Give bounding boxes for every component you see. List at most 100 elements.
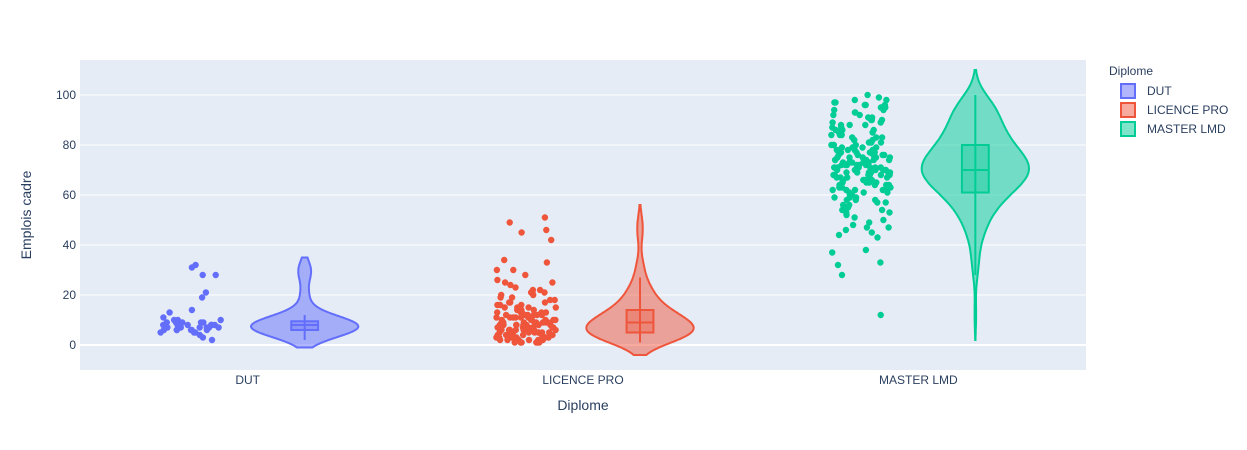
data-point[interactable]	[886, 209, 893, 216]
data-point[interactable]	[838, 271, 846, 279]
data-point[interactable]	[511, 339, 518, 346]
data-point[interactable]	[497, 294, 504, 301]
data-point[interactable]	[551, 296, 558, 304]
data-point[interactable]	[494, 276, 501, 284]
data-point[interactable]	[860, 189, 867, 196]
data-point[interactable]	[830, 141, 837, 149]
data-point[interactable]	[552, 326, 559, 334]
data-point[interactable]	[838, 144, 846, 151]
data-point[interactable]	[871, 181, 879, 189]
data-point[interactable]	[851, 96, 858, 104]
data-point[interactable]	[887, 184, 894, 191]
data-point[interactable]	[179, 319, 186, 326]
data-point[interactable]	[878, 206, 886, 214]
data-point[interactable]	[518, 229, 525, 236]
data-point[interactable]	[494, 309, 501, 316]
data-point[interactable]	[160, 314, 167, 321]
data-point[interactable]	[197, 319, 205, 326]
data-point[interactable]	[880, 106, 887, 114]
data-point[interactable]	[507, 281, 514, 289]
data-point[interactable]	[533, 339, 540, 346]
data-point[interactable]	[836, 131, 844, 139]
data-point[interactable]	[166, 309, 173, 316]
data-point[interactable]	[869, 129, 876, 136]
data-point[interactable]	[493, 314, 500, 321]
data-point[interactable]	[548, 236, 555, 244]
legend[interactable]: Diplome DUT LICENCE PRO MASTER LMD	[1109, 64, 1228, 137]
data-point[interactable]	[510, 266, 517, 274]
data-point[interactable]	[868, 229, 875, 236]
data-point[interactable]	[552, 304, 559, 311]
data-point[interactable]	[881, 151, 888, 159]
data-point[interactable]	[202, 289, 210, 296]
data-point[interactable]	[506, 299, 513, 306]
data-point[interactable]	[856, 111, 863, 119]
data-point[interactable]	[829, 119, 836, 126]
data-point[interactable]	[545, 334, 552, 341]
data-point[interactable]	[865, 179, 872, 186]
data-point[interactable]	[831, 106, 838, 114]
data-point[interactable]	[198, 294, 206, 301]
data-point[interactable]	[843, 196, 850, 204]
data-point[interactable]	[833, 174, 840, 181]
data-point[interactable]	[543, 259, 551, 266]
data-point[interactable]	[188, 306, 196, 314]
data-point[interactable]	[530, 291, 537, 299]
data-point[interactable]	[883, 96, 890, 104]
data-point[interactable]	[849, 221, 857, 229]
data-point[interactable]	[885, 156, 893, 164]
data-point[interactable]	[852, 196, 859, 204]
data-point[interactable]	[866, 219, 873, 226]
data-point[interactable]	[846, 154, 853, 161]
data-point[interactable]	[842, 226, 850, 234]
data-point[interactable]	[525, 336, 533, 344]
data-point[interactable]	[830, 111, 837, 119]
data-point[interactable]	[525, 304, 532, 311]
data-point[interactable]	[846, 121, 853, 129]
data-point[interactable]	[549, 279, 556, 286]
data-point[interactable]	[157, 329, 164, 336]
data-point[interactable]	[877, 171, 885, 179]
data-point[interactable]	[517, 339, 524, 346]
data-point[interactable]	[525, 329, 532, 336]
data-point[interactable]	[535, 321, 542, 329]
data-point[interactable]	[851, 136, 858, 144]
data-point[interactable]	[496, 336, 504, 344]
data-point[interactable]	[196, 324, 203, 331]
data-point[interactable]	[833, 166, 841, 174]
data-point[interactable]	[504, 336, 511, 344]
data-point[interactable]	[875, 94, 883, 101]
data-point[interactable]	[868, 139, 875, 146]
legend-items[interactable]: DUT LICENCE PRO MASTER LMD	[1120, 83, 1228, 137]
data-point[interactable]	[188, 264, 196, 271]
data-point[interactable]	[512, 284, 519, 291]
data-point[interactable]	[508, 294, 516, 301]
data-point[interactable]	[870, 156, 877, 164]
data-point[interactable]	[862, 246, 870, 254]
data-point[interactable]	[878, 134, 886, 141]
data-point[interactable]	[510, 314, 517, 321]
data-point[interactable]	[212, 271, 219, 279]
data-point[interactable]	[531, 329, 538, 336]
data-point[interactable]	[828, 131, 835, 139]
data-point[interactable]	[203, 326, 211, 334]
data-point[interactable]	[844, 146, 852, 154]
data-point[interactable]	[862, 101, 869, 109]
legend-item-licence-pro[interactable]: LICENCE PRO	[1120, 102, 1228, 118]
data-point[interactable]	[506, 219, 513, 226]
data-point[interactable]	[834, 261, 842, 269]
data-point[interactable]	[546, 296, 554, 304]
data-point[interactable]	[184, 321, 191, 329]
data-point[interactable]	[848, 159, 856, 166]
legend-item-dut[interactable]: DUT	[1120, 83, 1172, 99]
data-point[interactable]	[835, 231, 843, 239]
data-point[interactable]	[199, 334, 207, 341]
legend-item-master-lmd[interactable]: MASTER LMD	[1120, 121, 1226, 137]
data-point[interactable]	[874, 234, 881, 241]
data-point[interactable]	[199, 271, 206, 279]
data-point[interactable]	[854, 169, 861, 176]
data-point[interactable]	[859, 144, 866, 151]
data-point[interactable]	[874, 199, 881, 206]
data-point[interactable]	[494, 301, 501, 309]
data-point[interactable]	[217, 316, 224, 324]
